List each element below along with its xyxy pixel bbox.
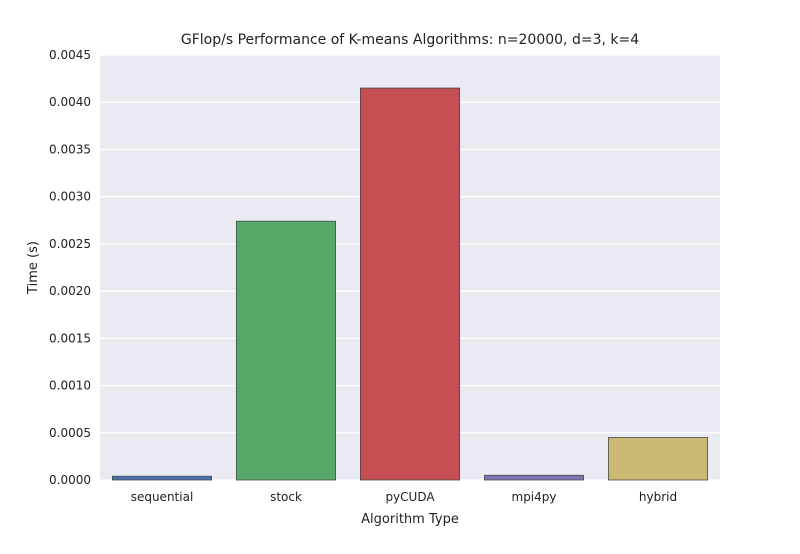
x-tick-label: sequential xyxy=(131,490,194,504)
y-tick-label: 0.0035 xyxy=(49,142,91,156)
y-tick-label: 0.0025 xyxy=(49,237,91,251)
x-tick-label: mpi4py xyxy=(512,490,557,504)
x-tick-label: stock xyxy=(270,490,302,504)
x-tick-label: pyCUDA xyxy=(385,490,435,504)
bar-pycuda xyxy=(359,87,460,481)
y-tick-label: 0.0030 xyxy=(49,190,91,204)
y-tick-label: 0.0010 xyxy=(49,379,91,393)
x-axis-ticks: sequential stock pyCUDA mpi4py hybrid xyxy=(131,490,677,504)
y-tick-label: 0.0020 xyxy=(49,284,91,298)
y-tick-label: 0.0000 xyxy=(49,473,91,487)
x-tick-label: hybrid xyxy=(639,490,677,504)
y-tick-label: 0.0005 xyxy=(49,426,91,440)
y-tick-label: 0.0045 xyxy=(49,48,91,62)
y-tick-label: 0.0015 xyxy=(49,331,91,345)
x-axis-label: Algorithm Type xyxy=(361,512,459,527)
y-axis-label: Time (s) xyxy=(26,241,41,295)
bar-hybrid xyxy=(608,437,709,481)
bars xyxy=(112,87,709,481)
chart-title: GFlop/s Performance of K-means Algorithm… xyxy=(181,32,639,48)
bar-mpi4py xyxy=(483,474,584,481)
bar-stock xyxy=(235,220,336,481)
y-tick-label: 0.0040 xyxy=(49,95,91,109)
bar-sequential xyxy=(112,475,212,481)
y-axis-ticks: 0.0000 0.0005 0.0010 0.0015 0.0020 0.0025 0.00… xyxy=(49,48,91,487)
